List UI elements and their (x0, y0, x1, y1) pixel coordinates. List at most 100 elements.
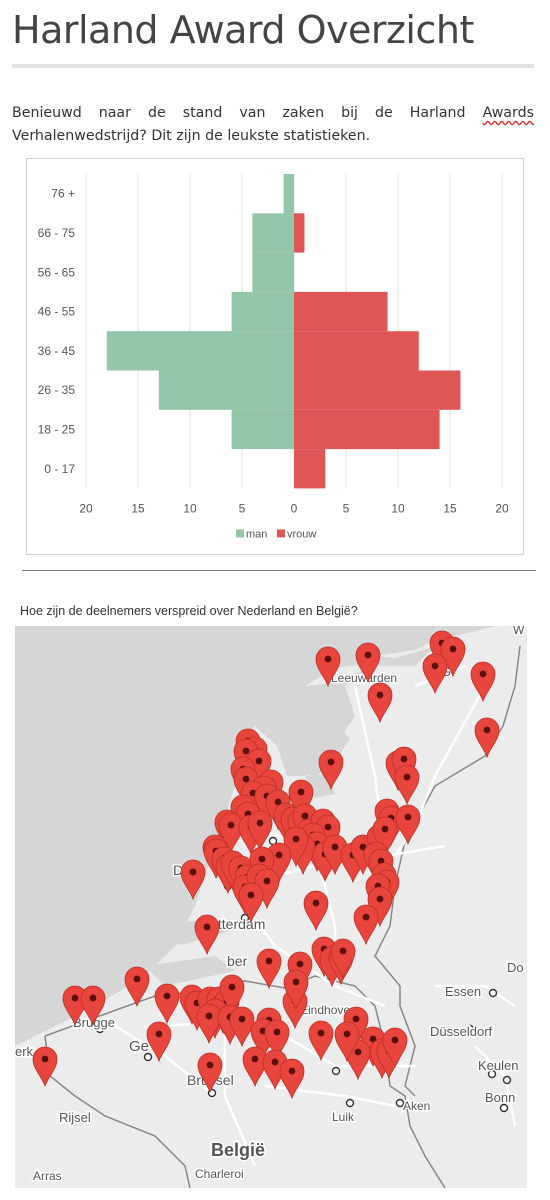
map-pin (318, 749, 344, 791)
bar-man (283, 174, 294, 214)
x-tick-label: 15 (131, 501, 145, 515)
section-divider (22, 570, 536, 571)
map-pin-dot (376, 691, 384, 699)
map-pin (395, 804, 421, 846)
border-be-de (389, 1085, 446, 1188)
x-tick-label: 5 (343, 501, 350, 515)
map-pin-dot (258, 855, 266, 863)
map-pin-dot (251, 1055, 259, 1063)
map-pin-dot (381, 825, 389, 833)
road (435, 984, 516, 1008)
city-marker (465, 1024, 475, 1034)
map-pin-dot (449, 645, 457, 653)
map-pin (372, 816, 398, 858)
map-pin-body (382, 1027, 408, 1069)
map-pin (470, 661, 496, 703)
bar-vrouw (294, 409, 440, 450)
map-pin-dot (369, 1035, 377, 1043)
city-label: ber (227, 953, 248, 969)
map-pin-dot (273, 1028, 281, 1036)
map-pin (264, 1019, 290, 1061)
x-tick-label: 15 (443, 501, 457, 515)
x-tick-label: 20 (495, 501, 509, 515)
map-pin-body (470, 661, 496, 703)
road (393, 685, 487, 857)
bar-man (252, 213, 294, 253)
map-pin-dot (133, 975, 141, 983)
map-pin-dot (242, 747, 250, 755)
city-label: Luik (332, 1110, 355, 1124)
map-pin-body (242, 1046, 268, 1088)
city-label: Ge (129, 1038, 149, 1055)
map-canvas[interactable]: LeeuwardenGAmsrdamDenRotterdamEindhovenE… (15, 626, 527, 1188)
page-title: Harland Award Overzicht (12, 8, 474, 52)
map-pin-dot (256, 819, 264, 827)
map-pin (256, 948, 282, 990)
map-pin-body (422, 653, 448, 695)
city-label: Rijsel (59, 1110, 91, 1125)
map-pin-dot (359, 843, 367, 851)
map-pin-dot (343, 1030, 351, 1038)
x-tick-label: 0 (291, 501, 298, 515)
y-category-label: 26 - 35 (38, 383, 76, 397)
city-label: Düsseldorf (430, 1024, 493, 1039)
map-pin (308, 1020, 334, 1062)
map-pin-dot (483, 726, 491, 734)
bar-man (106, 331, 294, 371)
map-pin-body (154, 983, 180, 1025)
map-pin-body (218, 812, 244, 854)
map-pin-body (372, 816, 398, 858)
map-pin-body (318, 749, 344, 791)
x-tick-label: 10 (391, 501, 405, 515)
map-pin (218, 812, 244, 854)
y-category-label: 0 - 17 (44, 462, 75, 476)
map-pin (242, 1046, 268, 1088)
map-pin-dot (292, 835, 300, 843)
map-pin-body (194, 914, 220, 956)
map-pin-dot (339, 947, 347, 955)
map-pin-body (315, 646, 341, 688)
city-label: Essen (445, 984, 481, 999)
map-pin-dot (391, 1036, 399, 1044)
map-pin (394, 764, 420, 806)
map-pin-dot (297, 788, 305, 796)
city-label: Do (507, 960, 524, 975)
map-pin-dot (296, 960, 304, 968)
map-pin-body (330, 938, 356, 980)
city-label: Charleroi (195, 1167, 244, 1181)
map-pin-body (367, 682, 393, 724)
map-pin-dot (324, 655, 332, 663)
map-pin-body (288, 779, 314, 821)
map-pin-body (219, 974, 245, 1016)
map-pin-dot (255, 757, 263, 765)
y-category-label: 46 - 55 (38, 305, 76, 319)
map-pin-dot (324, 823, 332, 831)
road (474, 1045, 517, 1127)
bar-vrouw (294, 331, 419, 371)
bar-vrouw (294, 449, 326, 489)
bar-man (231, 291, 294, 332)
map-pin (80, 985, 106, 1027)
map-pin-dot (247, 891, 255, 899)
map-pin (283, 969, 309, 1011)
city-marker (345, 1098, 355, 1108)
map-pin-body (353, 904, 379, 946)
map-pin-body (279, 1058, 305, 1100)
intro-text-spellcheck-word: Awards (482, 105, 534, 121)
map-pin-body (256, 948, 282, 990)
participants-map[interactable]: LeeuwardenGAmsrdamDenRotterdamEindhovenE… (15, 626, 527, 1188)
map-pin (180, 859, 206, 901)
map-pin-dot (155, 1030, 163, 1038)
map-pin-dot (238, 1015, 246, 1023)
map-delta (145, 956, 235, 986)
legend-label-vrouw: vrouw (287, 528, 316, 540)
city-label: België (211, 1140, 265, 1160)
map-pin-body (146, 1021, 172, 1063)
map-pin-dot (354, 1048, 362, 1056)
map-pin-dot (228, 983, 236, 991)
y-category-label: 18 - 25 (38, 422, 76, 436)
road (223, 1021, 257, 1167)
map-pin-dot (71, 994, 79, 1002)
map-pin-body (474, 717, 500, 759)
map-pin (197, 1052, 223, 1094)
